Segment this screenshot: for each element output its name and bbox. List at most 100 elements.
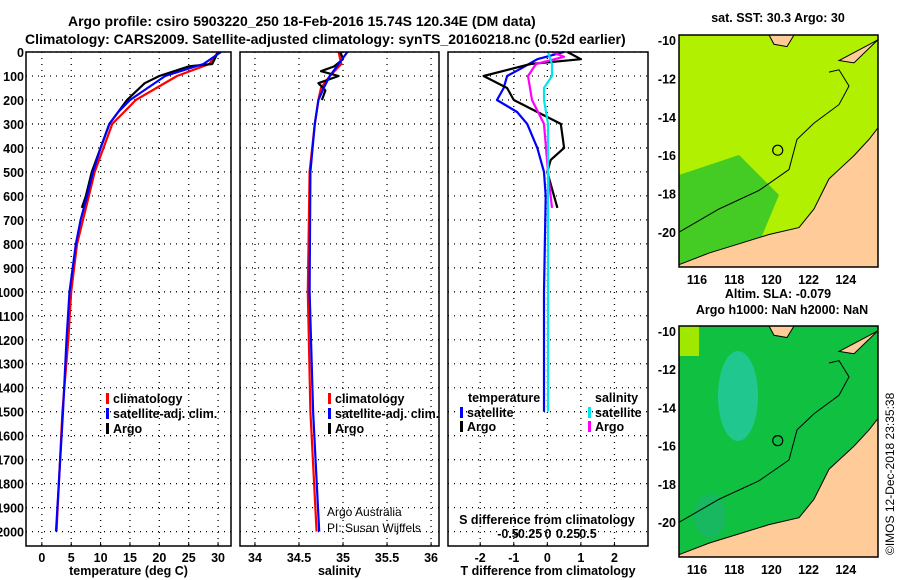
series-argo xyxy=(80,51,220,209)
x-tick-label: 10 xyxy=(94,551,108,565)
x-tick-label: -2 xyxy=(475,551,486,565)
legend-swatch xyxy=(106,423,109,434)
y-tick-label: 1000 xyxy=(0,286,24,300)
lon-tick-label: 118 xyxy=(724,273,744,287)
lon-tick-label: 116 xyxy=(687,563,707,577)
series-satellite-adj-clim- xyxy=(54,51,222,532)
sla-patch xyxy=(694,494,726,538)
x-axis-label: T difference from climatology xyxy=(460,564,635,578)
lat-tick-label: -16 xyxy=(658,440,676,454)
panel-difference: -2 -1 0 1 2T difference from climatology temp… xyxy=(447,50,649,578)
y-tick-label: 800 xyxy=(3,238,24,252)
bathymetry-contour xyxy=(678,69,850,233)
float-position-marker xyxy=(772,435,784,447)
land-australia xyxy=(678,416,879,558)
legend-label: satellite xyxy=(595,406,642,420)
legend-swatch xyxy=(328,423,331,434)
x-axis-label: salinity xyxy=(318,564,361,578)
legend-swatch xyxy=(328,408,331,419)
plot-frame xyxy=(239,51,440,547)
x-tick-label: 20 xyxy=(152,551,166,565)
x2-tick-label: 0.5 xyxy=(579,527,596,541)
x2-axis-label: S difference from climatology xyxy=(459,513,635,527)
x-tick-label: 1 xyxy=(577,551,584,565)
y-tick-label: 1200 xyxy=(0,334,24,348)
x2-tick-label: 0.25 xyxy=(556,527,580,541)
series-climatology xyxy=(55,51,219,532)
lon-tick-label: 120 xyxy=(761,563,782,577)
map-subtitle: Argo h1000: NaN h2000: NaN xyxy=(696,303,868,317)
y-tick-label: 1800 xyxy=(0,478,24,492)
y-tick-label: 1500 xyxy=(0,406,24,420)
x-tick-label: 15 xyxy=(123,551,137,565)
x2-tick-label: -0.5 xyxy=(497,527,519,541)
y-tick-label: 1600 xyxy=(0,430,24,444)
lat-tick-label: -12 xyxy=(658,72,676,86)
title-line-1: Argo profile: csiro 5903220_250 18-Feb-2… xyxy=(68,13,536,29)
map-sst: 116 118 120 122 124 -10 -12 -14 -16 -18 -20 sat. SS… xyxy=(658,11,879,287)
x-tick-label: 35 xyxy=(336,551,350,565)
legend-label: satellite-adj. clim. xyxy=(113,407,217,421)
lon-tick-label: 116 xyxy=(687,273,707,287)
lon-tick-label: 124 xyxy=(835,273,856,287)
credit-argo-australia: Argo Australia xyxy=(327,505,402,519)
legend-label: satellite xyxy=(467,406,514,420)
lon-tick-label: 122 xyxy=(798,273,819,287)
lat-tick-label: -16 xyxy=(658,149,676,163)
legend-label: Argo xyxy=(595,420,625,434)
y-tick-label: 300 xyxy=(3,118,24,132)
y-tick-label: 700 xyxy=(3,214,24,228)
lon-tick-label: 122 xyxy=(798,563,819,577)
x-tick-label: 2 xyxy=(611,551,618,565)
sla-high-patch xyxy=(718,351,758,441)
bathymetry-contour xyxy=(678,360,850,523)
legend-swatch xyxy=(106,408,109,419)
y-tick-label: 1400 xyxy=(0,382,24,396)
land-australia xyxy=(678,126,879,268)
lat-tick-label: -14 xyxy=(658,401,676,415)
credit-pi: PI: Susan Wijffels xyxy=(327,521,421,535)
legend-label: climatology xyxy=(335,392,405,406)
x-tick-label: 34.5 xyxy=(287,551,311,565)
x-tick-label: 0 xyxy=(38,551,45,565)
x-tick-label: 25 xyxy=(182,551,196,565)
map-frame xyxy=(678,325,879,558)
panel-temperature: 0 5 10 15 20 25 300100200300400500600700800900… xyxy=(0,46,232,578)
x2-tick-label: -0.25 xyxy=(514,527,543,541)
lat-tick-label: -14 xyxy=(658,111,676,125)
y-tick-label: 500 xyxy=(3,166,24,180)
float-position-marker xyxy=(772,144,784,156)
lat-tick-label: -10 xyxy=(658,34,676,48)
lat-tick-label: -20 xyxy=(658,226,676,240)
map-title: Altim. SLA: -0.079 xyxy=(725,287,831,301)
y-tick-label: 1700 xyxy=(0,454,24,468)
legend-label: Argo xyxy=(335,422,365,436)
plot-frame xyxy=(25,51,232,547)
legend-swatch xyxy=(588,407,591,418)
legend-header-temperature: temperature xyxy=(468,391,540,405)
x-tick-label: 30 xyxy=(211,551,225,565)
lat-tick-label: -18 xyxy=(658,188,676,202)
x-tick-label: 5 xyxy=(68,551,75,565)
series-s-satellite xyxy=(542,51,554,412)
x2-tick-label: 0 xyxy=(545,527,552,541)
y-tick-label: 2000 xyxy=(0,526,24,540)
legend-label: Argo xyxy=(113,422,143,436)
legend-header-salinity: salinity xyxy=(595,391,638,405)
legend-swatch xyxy=(460,407,463,418)
lat-tick-label: -10 xyxy=(658,325,676,339)
x-tick-label: 0 xyxy=(544,551,551,565)
legend-label: Argo xyxy=(467,420,497,434)
y-tick-label: 200 xyxy=(3,94,24,108)
y-tick-label: 0 xyxy=(17,46,24,60)
map-title: sat. SST: 30.3 Argo: 30 xyxy=(711,11,845,25)
plot-frame xyxy=(447,51,649,547)
x-tick-label: -1 xyxy=(508,551,519,565)
sla-corner-patch xyxy=(679,326,699,356)
legend-swatch xyxy=(106,393,109,404)
x-axis-label: temperature (deg C) xyxy=(69,564,188,578)
series-t-satellite xyxy=(495,50,565,412)
y-tick-label: 1900 xyxy=(0,502,24,516)
legend-label: climatology xyxy=(113,392,183,406)
x-tick-label: 35.5 xyxy=(375,551,399,565)
